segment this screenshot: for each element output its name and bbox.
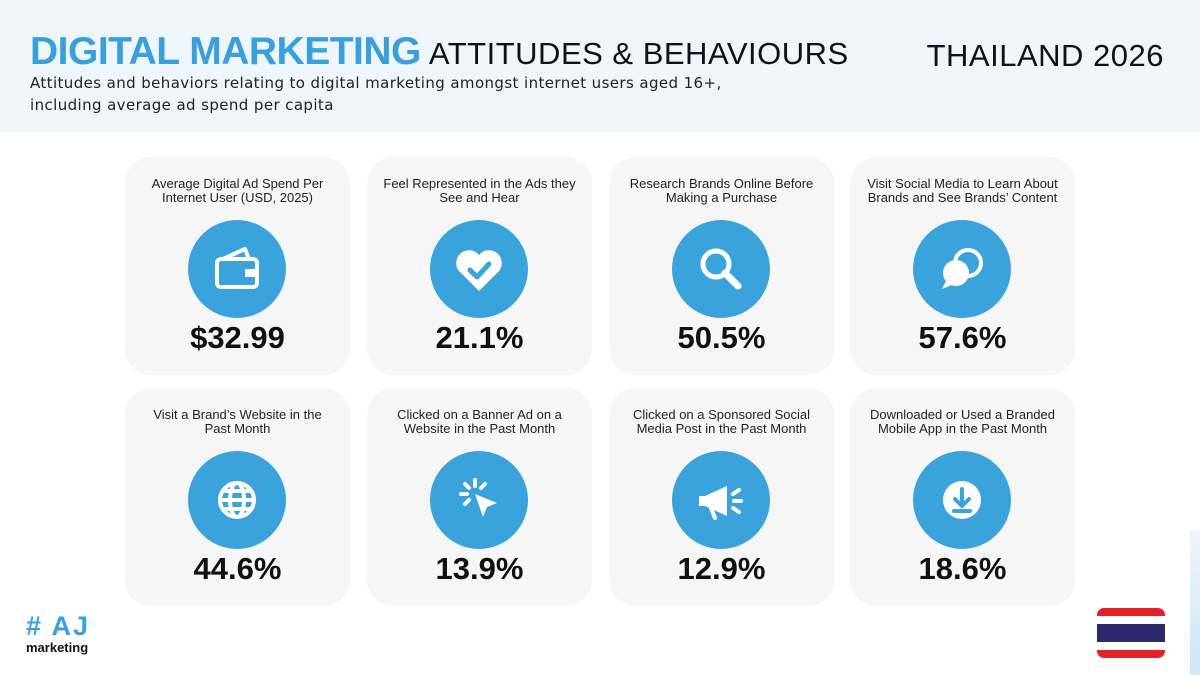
title: DIGITAL MARKETING ATTITUDES & BEHAVIOURS: [30, 30, 849, 74]
stat-card: Clicked on a Banner Ad on a Website in t…: [367, 388, 592, 606]
card-value: 21.1%: [435, 320, 524, 355]
logo-text: marketing: [26, 640, 89, 655]
card-icon: [913, 220, 1011, 318]
card-label: Visit a Brand’s Website in the Past Mont…: [153, 407, 322, 436]
stat-card: Visit a Brand’s Website in the Past Mont…: [125, 388, 350, 606]
header-band: [0, 0, 1200, 133]
card-value: $32.99: [190, 320, 285, 355]
card-value: 18.6%: [918, 551, 1007, 586]
card-label: Clicked on a Sponsored Social Media Post…: [632, 407, 811, 436]
card-icon: [188, 451, 286, 549]
stat-card: Visit Social Media to Learn About Brands…: [850, 157, 1075, 375]
card-label: Feel Represented in the Ads they See and…: [383, 176, 576, 205]
card-value: 50.5%: [677, 320, 766, 355]
card-value: 12.9%: [677, 551, 766, 586]
card-label: Research Brands Online Before Making a P…: [629, 176, 814, 205]
country: THAILAND 2026: [926, 38, 1164, 73]
subtitle: Attitudes and behaviors relating to digi…: [30, 74, 722, 114]
title-main: DIGITAL MARKETING: [30, 30, 421, 73]
edge-strip: [1190, 530, 1200, 675]
card-icon: [672, 451, 770, 549]
card-label: Clicked on a Banner Ad on a Website in t…: [397, 407, 562, 436]
card-icon: [430, 220, 528, 318]
stat-card: Average Digital Ad Spend Per Internet Us…: [125, 157, 350, 375]
card-value: 44.6%: [193, 551, 282, 586]
stat-card: Feel Represented in the Ads they See and…: [367, 157, 592, 375]
stat-card: Clicked on a Sponsored Social Media Post…: [609, 388, 834, 606]
card-value: 57.6%: [918, 320, 1007, 355]
logo-mark: # AJ: [26, 611, 91, 641]
card-icon: [430, 451, 528, 549]
stat-card: Research Brands Online Before Making a P…: [609, 157, 834, 375]
card-label: Downloaded or Used a Branded Mobile App …: [869, 407, 1055, 436]
stat-card: Downloaded or Used a Branded Mobile App …: [850, 388, 1075, 606]
card-icon: [672, 220, 770, 318]
card-label: Visit Social Media to Learn About Brands…: [867, 176, 1058, 205]
flag: [1097, 608, 1165, 658]
title-sub: ATTITUDES & BEHAVIOURS: [428, 36, 849, 71]
logo: # AJ marketing: [26, 612, 90, 655]
card-label: Average Digital Ad Spend Per Internet Us…: [151, 176, 324, 205]
card-icon: [913, 451, 1011, 549]
card-value: 13.9%: [435, 551, 524, 586]
card-icon: [188, 220, 286, 318]
